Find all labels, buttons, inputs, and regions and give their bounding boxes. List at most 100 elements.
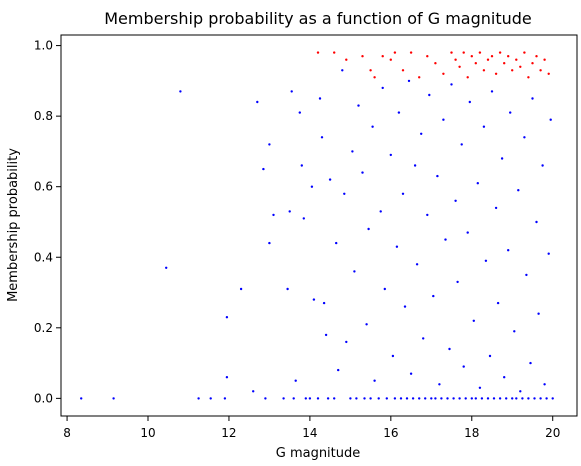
data-point xyxy=(381,86,384,90)
data-point xyxy=(509,111,512,114)
data-point xyxy=(462,51,465,54)
data-point xyxy=(517,189,520,192)
data-point xyxy=(436,174,439,178)
data-point xyxy=(322,301,326,305)
data-point xyxy=(401,69,405,72)
data-point xyxy=(397,111,401,114)
data-point xyxy=(335,241,338,245)
data-point xyxy=(345,340,348,344)
data-point xyxy=(476,182,479,185)
data-point xyxy=(403,305,407,308)
data-point xyxy=(511,69,514,72)
data-point xyxy=(369,397,372,400)
data-point xyxy=(371,125,374,128)
data-point xyxy=(519,65,522,69)
data-point xyxy=(533,397,536,400)
data-point xyxy=(535,55,538,58)
data-point xyxy=(450,51,453,54)
data-point xyxy=(391,354,395,358)
y-axis-label: Membership probability xyxy=(6,148,21,302)
data-point xyxy=(324,333,328,337)
data-point xyxy=(470,397,473,400)
data-point xyxy=(521,397,524,400)
data-point xyxy=(418,76,421,79)
data-point xyxy=(367,227,370,231)
data-point xyxy=(316,51,320,54)
data-point xyxy=(333,397,336,400)
data-point xyxy=(409,51,413,54)
data-point xyxy=(490,55,494,58)
data-point xyxy=(549,118,552,121)
data-point xyxy=(428,93,431,97)
data-point xyxy=(294,379,297,382)
data-point xyxy=(351,150,354,153)
data-point xyxy=(320,136,324,139)
data-point xyxy=(282,397,285,400)
data-point xyxy=(290,90,293,93)
y-tick-label: 0.8 xyxy=(34,109,53,123)
data-point xyxy=(507,55,510,58)
data-point xyxy=(551,397,554,400)
data-point xyxy=(369,69,372,72)
data-point xyxy=(432,294,435,298)
data-point xyxy=(225,376,229,379)
data-point xyxy=(268,143,271,146)
data-point xyxy=(438,383,441,386)
data-point xyxy=(286,287,289,291)
data-point xyxy=(415,263,419,266)
data-point xyxy=(442,72,445,76)
data-point xyxy=(345,58,348,61)
data-point xyxy=(446,397,449,400)
x-tick-label: 10 xyxy=(140,426,155,440)
y-tick-label: 0.0 xyxy=(34,391,53,405)
data-point xyxy=(527,397,530,400)
data-point xyxy=(523,51,526,54)
data-point xyxy=(531,62,534,65)
data-point xyxy=(318,97,322,100)
data-point xyxy=(225,316,229,319)
data-point xyxy=(484,259,488,262)
data-point xyxy=(529,361,532,365)
data-point xyxy=(537,312,540,315)
data-point xyxy=(494,206,498,210)
data-point xyxy=(490,90,494,93)
data-point xyxy=(407,79,411,83)
x-tick-label: 14 xyxy=(302,426,317,440)
data-point xyxy=(357,104,360,107)
data-point xyxy=(434,397,437,400)
data-point xyxy=(507,249,510,252)
data-point xyxy=(525,273,528,277)
data-point xyxy=(454,199,457,202)
data-point xyxy=(513,330,516,333)
data-point xyxy=(411,397,415,400)
data-point xyxy=(454,58,457,61)
data-point xyxy=(300,164,303,167)
data-point xyxy=(444,238,447,241)
data-point xyxy=(310,185,314,188)
data-point xyxy=(399,397,403,400)
data-point xyxy=(464,397,467,400)
data-point xyxy=(401,192,405,195)
data-point xyxy=(442,118,445,121)
data-point xyxy=(409,372,413,375)
y-axis-ticks: 0.0 0.2 0.4 0.6 0.8 1.0 xyxy=(34,39,61,405)
data-point xyxy=(365,323,368,326)
data-point xyxy=(328,178,332,181)
data-point xyxy=(420,132,423,135)
data-point xyxy=(519,390,522,393)
data-point xyxy=(426,213,429,217)
data-point xyxy=(308,397,312,400)
y-tick-label: 1.0 xyxy=(34,39,53,53)
data-point xyxy=(505,397,508,400)
data-point xyxy=(165,266,168,269)
data-point xyxy=(379,210,382,213)
data-point xyxy=(470,55,473,58)
data-point xyxy=(424,397,427,400)
data-point xyxy=(272,213,275,217)
data-point xyxy=(503,62,506,65)
data-point xyxy=(539,397,542,400)
data-point xyxy=(543,58,546,61)
data-point xyxy=(482,69,486,72)
data-point xyxy=(341,69,344,72)
data-point xyxy=(531,97,534,100)
